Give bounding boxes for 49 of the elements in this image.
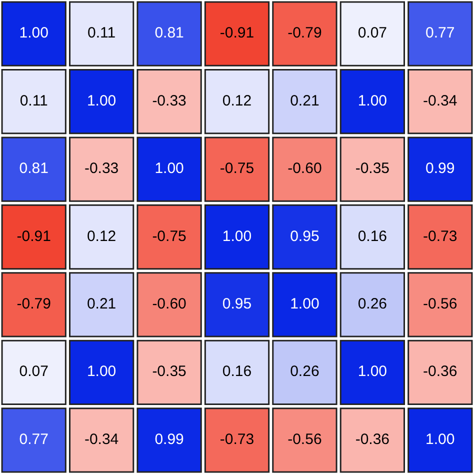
data-label: 1.00 [290, 295, 320, 312]
data-label: 0.07 [358, 24, 388, 42]
data-label: -0.91 [16, 228, 51, 245]
data-label: -0.36 [423, 363, 458, 380]
data-label: 0.77 [19, 430, 48, 448]
data-label: -0.33 [84, 160, 119, 178]
data-label: 0.11 [20, 92, 48, 110]
data-label: -0.91 [220, 24, 254, 42]
data-label: 1.00 [154, 160, 184, 178]
data-label: 0.77 [426, 24, 455, 42]
data-label: 0.81 [19, 160, 48, 178]
data-label: 1.00 [358, 92, 388, 110]
data-label: -0.73 [423, 228, 458, 245]
data-label: 0.95 [222, 295, 252, 312]
data-label: -0.35 [152, 363, 186, 380]
data-label: 0.16 [358, 228, 388, 245]
data-label: 0.99 [426, 160, 455, 178]
data-label: 0.21 [86, 295, 116, 312]
data-label: -0.75 [152, 228, 186, 245]
data-label: 0.21 [290, 92, 320, 110]
data-label: -0.75 [220, 160, 254, 178]
data-label: 1.00 [86, 92, 116, 110]
data-label: -0.34 [423, 92, 458, 110]
data-label: 0.95 [290, 228, 320, 245]
data-label: 0.11 [88, 24, 116, 42]
data-label: -0.56 [423, 295, 458, 312]
data-label: 1.00 [358, 363, 388, 380]
data-label: -0.60 [288, 160, 322, 178]
data-label: 0.26 [290, 363, 320, 380]
data-label: -0.79 [16, 295, 51, 312]
data-label: -0.56 [288, 430, 322, 448]
data-label: -0.34 [84, 430, 119, 448]
data-label: -0.36 [355, 430, 390, 448]
data-label: 0.16 [222, 363, 252, 380]
data-label: 1.00 [86, 363, 116, 380]
data-label: 0.07 [19, 363, 48, 380]
data-label: 1.00 [19, 24, 48, 42]
data-label: 0.99 [154, 430, 184, 448]
data-label: -0.79 [288, 24, 322, 42]
data-label: 0.12 [222, 92, 252, 110]
data-label: -0.60 [152, 295, 186, 312]
data-label: -0.33 [152, 92, 186, 110]
data-label: 1.00 [222, 228, 252, 245]
data-label: 1.00 [426, 430, 455, 448]
data-label: -0.35 [355, 160, 390, 178]
data-label: -0.73 [220, 430, 254, 448]
data-label: 0.26 [358, 295, 388, 312]
data-label: 0.12 [86, 228, 116, 245]
data-label: 0.81 [154, 24, 184, 42]
